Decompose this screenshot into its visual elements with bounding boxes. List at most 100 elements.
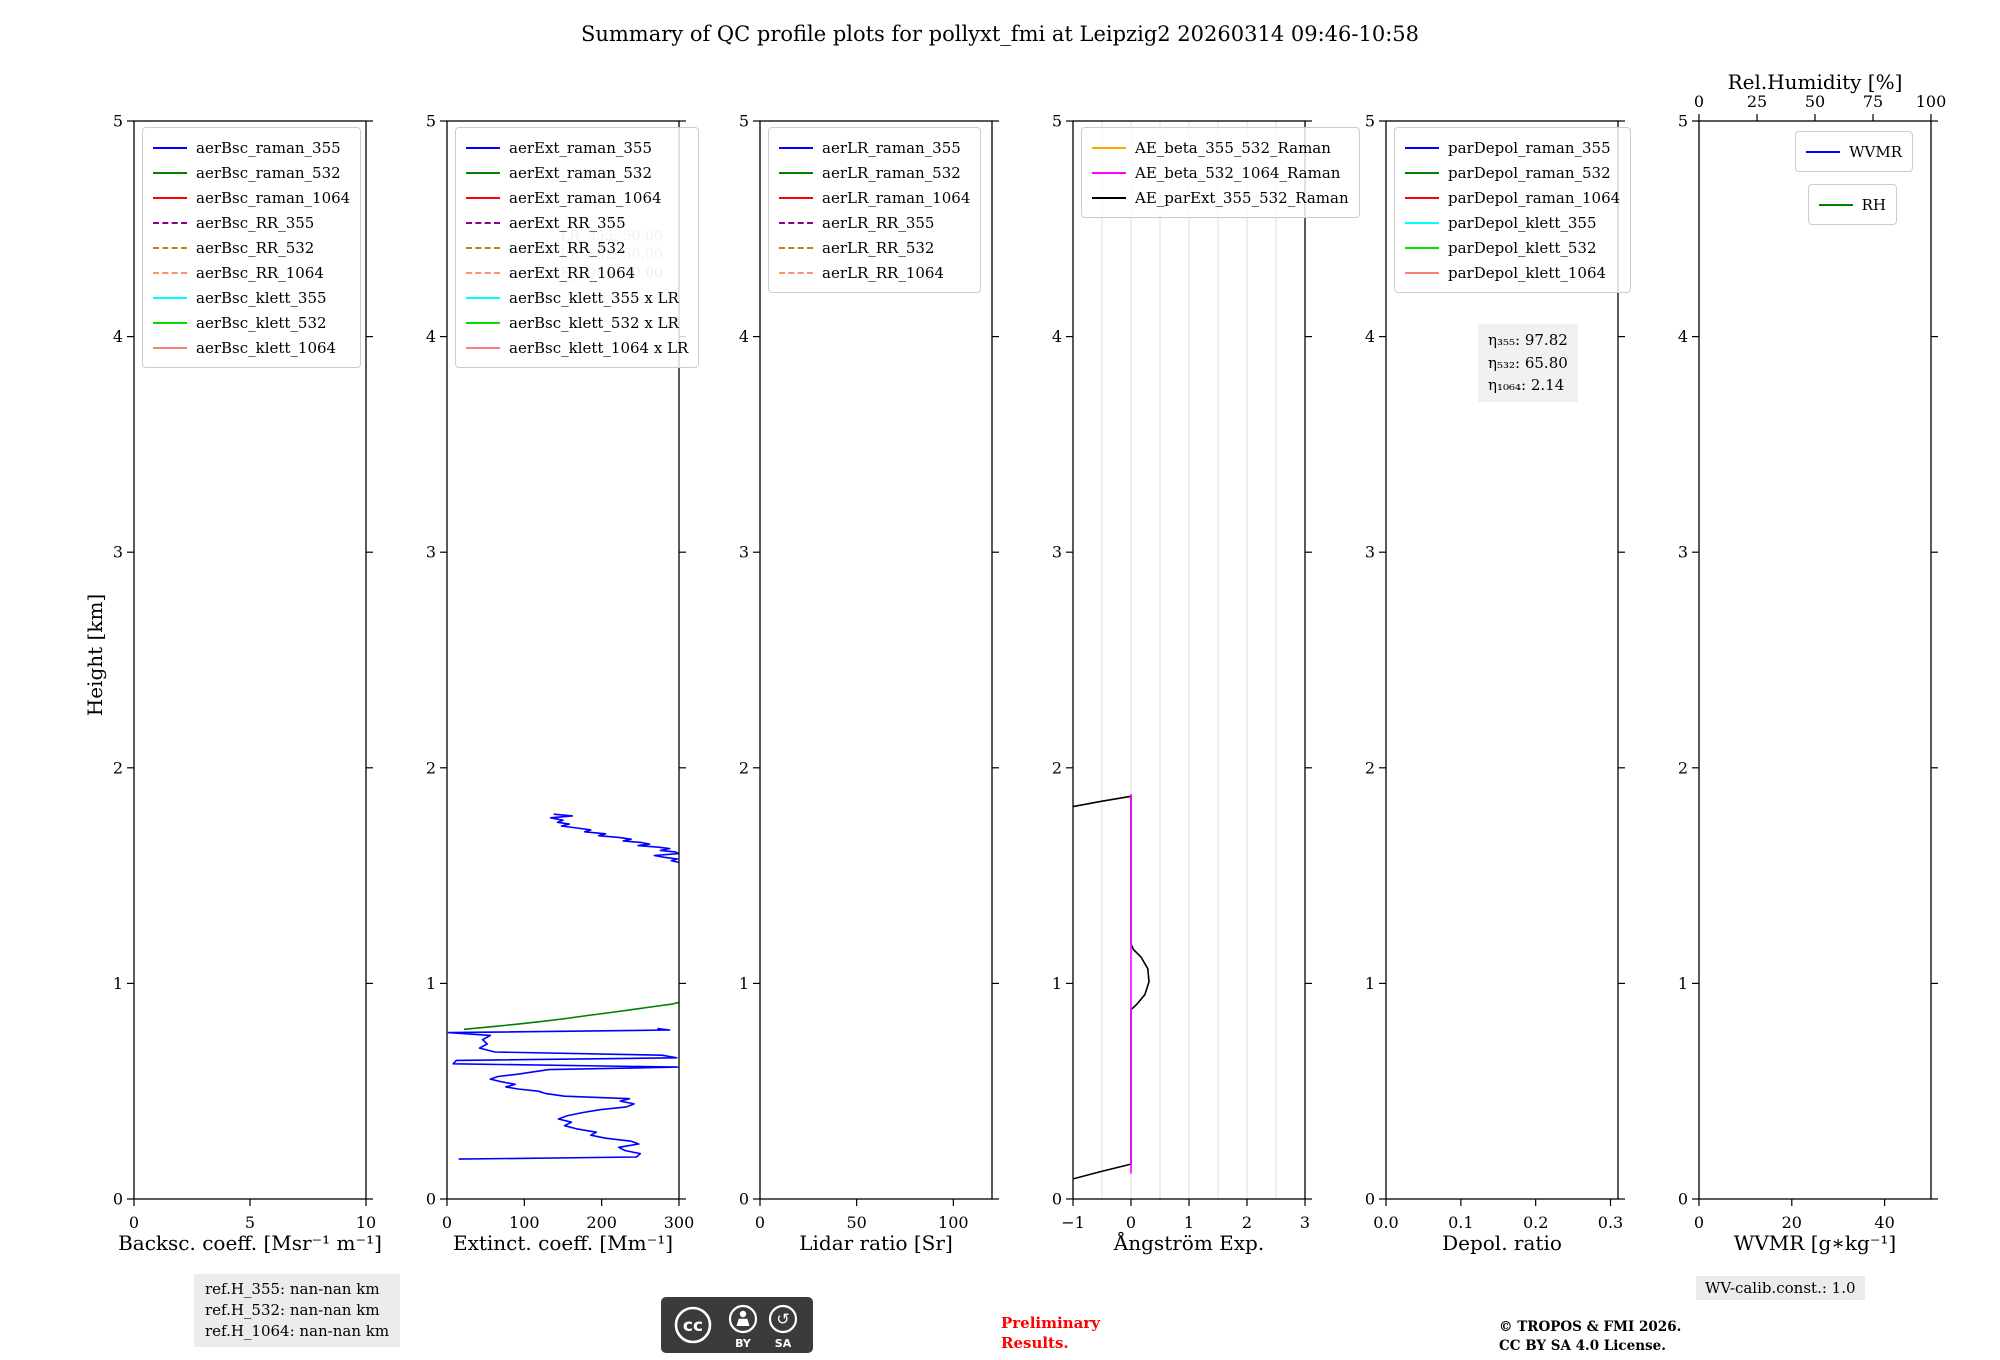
legend-label: aerLR_raman_1064 [822,188,971,207]
preliminary-line-2: Results. [1001,1333,1069,1352]
rh-top-axis-label: Rel.Humidity [%] [1727,70,1903,94]
legend-entry: aerBsc_raman_532 [153,160,350,185]
legend-label: aerBsc_raman_532 [196,163,341,182]
legend-entry: aerLR_raman_532 [779,160,970,185]
depol-plot: 0.0 0.1 0.2 0.3 0 1 2 3 4 5 [1365,112,1625,1232]
y-tick-label: 1 [1052,974,1062,993]
preliminary-line-1: Preliminary [1001,1314,1100,1332]
y-tick-label: 0 [426,1190,436,1209]
legend-line-sample [1405,196,1439,199]
ref-height-1064: ref.H_1064: nan-nan km [205,1322,390,1340]
legend-line-sample [153,221,187,224]
legend-label: parDepol_raman_532 [1448,163,1611,182]
legend-label: parDepol_raman_1064 [1448,188,1621,207]
panel-angstrom: −1 0 1 2 3 0 1 2 3 4 5 AE_beta_355_532_Raman AE_bet… [1052,112,1360,1255]
copyright-line-1: © TROPOS & FMI 2026. [1499,1319,1682,1335]
plot-frame [1698,120,1932,1200]
y-tick-label: 4 [739,327,749,346]
legend-line-sample [1405,146,1439,149]
legend-label: aerBsc_klett_355 [196,288,327,307]
y-tick-label: 4 [426,327,436,346]
y-tick-label: 2 [1678,758,1688,777]
y-tick-label: 5 [113,112,123,131]
x-tick-label: 0 [755,1213,765,1232]
y-tick-label: 3 [739,543,749,562]
legend-label: aerBsc_RR_1064 [196,263,324,282]
top-tick-label: 100 [1916,92,1947,111]
legend-line-sample [779,271,813,274]
gridlines [1101,121,1277,1199]
panel-lidar-ratio: 0 50 100 0 1 2 3 4 5 aerLR_raman_355 aerLR_raman_… [739,112,999,1255]
x-tick-label: 20 [1782,1213,1802,1232]
plot-frame [446,120,680,1200]
legend-label: aerLR_RR_532 [822,238,935,257]
legend-box: RH [1807,184,1897,225]
x-axis-ticks: 0 100 200 300 [442,1199,694,1232]
legend-entry: aerBsc_raman_1064 [153,185,350,210]
top-tick-label: 75 [1863,92,1883,111]
y-tick-label: 2 [739,758,749,777]
legend-line-sample [1818,203,1853,206]
plot-frame [1385,120,1619,1200]
legend-line-sample [466,246,500,249]
x-tick-label: 0.1 [1448,1213,1473,1232]
plot-frame [759,120,993,1200]
legend-line-sample [1405,171,1439,174]
panel-wvmr: 0 20 40 0 1 2 3 4 5 0 25 50 75 100 WVMR RH WVMR [g∗kg⁻… [1678,92,1946,1255]
legend-label: parDepol_klett_532 [1448,238,1597,257]
legend-entry: RH [1818,192,1886,217]
y-tick-label: 5 [1052,112,1062,131]
legend-line-sample [1092,146,1126,149]
legend-entry: parDepol_raman_532 [1405,160,1620,185]
y-tick-label: 3 [1678,543,1688,562]
copyright-note: © TROPOS & FMI 2026. CC BY SA 4.0 Licens… [1499,1318,1681,1356]
y-tick-label: 5 [1678,112,1688,131]
legend-line-sample [466,346,500,349]
reference-heights-box: ref.H_355: nan-nan km ref.H_532: nan-nan… [194,1274,401,1347]
legend-line-sample [153,271,187,274]
y-tick-label: 5 [1365,112,1375,131]
y-tick-label: 1 [739,974,749,993]
eta-1064-value: η₁₀₆₄: 2.14 [1488,376,1565,394]
legend-box: AE_beta_355_532_Raman AE_beta_532_1064_Ra… [1081,127,1360,218]
eta-355-value: η₃₅₅: 97.82 [1488,331,1568,349]
legend-label: aerBsc_klett_355 x LR [509,288,679,307]
backscatter-x-label: Backsc. coeff. [Msr⁻¹ m⁻¹] [118,1231,382,1255]
legend-label: aerExt_raman_355 [509,138,652,157]
legend-box: aerLR_raman_355 aerLR_raman_532 aerLR_rama… [768,127,982,293]
y-tick-label: 0 [1365,1190,1375,1209]
y-tick-label: 2 [113,758,123,777]
legend-label: aerExt_RR_532 [509,238,626,257]
copyright-line-2: CC BY SA 4.0 License. [1499,1337,1666,1354]
y-tick-label: 0 [739,1190,749,1209]
legend-entry: aerExt_RR_1064 [466,260,688,285]
legend-line-sample [153,196,187,199]
cc-license-badge: cc BY ↺ SA [661,1297,813,1357]
y-tick-label: 0 [1052,1190,1062,1209]
y-tick-label: 3 [113,543,123,562]
series-lines [447,813,679,1160]
series-aerExt_raman_532 [463,1001,679,1031]
legend-entry: parDepol_klett_532 [1405,235,1620,260]
legend-label: aerLR_raman_532 [822,163,961,182]
legend-line-sample [779,246,813,249]
extinction-x-label: Extinct. coeff. [Mm⁻¹] [452,1231,674,1255]
cc-badge-graphic: cc BY ↺ SA [661,1297,813,1353]
y-axis-ticks: 0 1 2 3 4 5 [1365,112,1625,1209]
legend-label: aerExt_raman_532 [509,163,652,182]
legend-entry: parDepol_raman_1064 [1405,185,1620,210]
x-tick-label: 40 [1874,1213,1894,1232]
y-tick-label: 4 [1052,327,1062,346]
y-tick-label: 0 [113,1190,123,1209]
y-axis-ticks: 0 1 2 3 4 5 [1052,112,1312,1209]
legend-label: aerBsc_RR_532 [196,238,315,257]
top-tick-label: 0 [1694,92,1704,111]
depol-x-label: Depol. ratio [1442,1231,1562,1255]
y-axis-ticks: 0 1 2 3 4 5 [739,112,999,1209]
panel-extinction: 0100200300012345LR_355: 50.00LR_532: 50.… [426,112,700,1255]
legend-entry: aerBsc_raman_355 [153,135,350,160]
x-tick-label: 1 [1184,1213,1194,1232]
y-tick-label: 4 [1678,327,1688,346]
y-tick-label: 3 [1052,543,1062,562]
legend-line-sample [1806,150,1841,153]
